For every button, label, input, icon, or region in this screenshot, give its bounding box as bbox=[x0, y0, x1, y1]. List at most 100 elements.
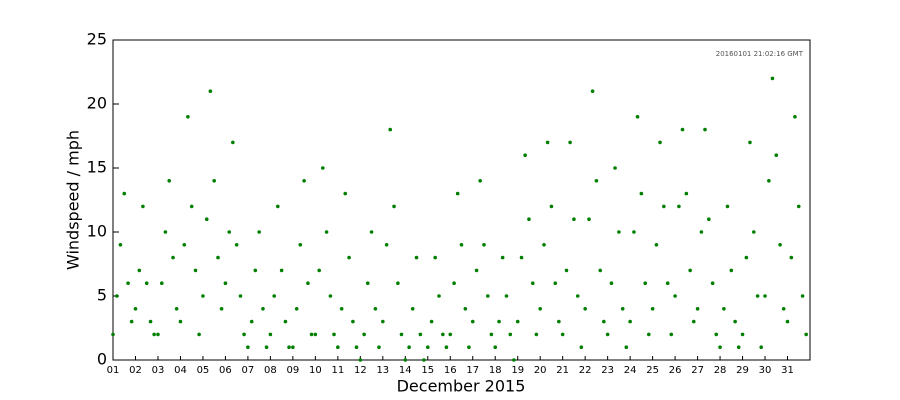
point bbox=[534, 332, 539, 337]
point bbox=[710, 281, 715, 286]
x-tick-label: 22 bbox=[579, 365, 592, 376]
y-tick-label: 10 bbox=[87, 222, 107, 241]
point bbox=[729, 268, 734, 273]
point bbox=[354, 345, 359, 350]
point bbox=[613, 166, 617, 170]
point bbox=[163, 230, 168, 234]
point bbox=[201, 294, 205, 298]
point bbox=[624, 345, 629, 350]
point bbox=[126, 281, 130, 286]
point bbox=[272, 294, 277, 298]
point bbox=[283, 319, 288, 324]
point bbox=[347, 255, 351, 260]
point bbox=[133, 307, 138, 311]
point bbox=[298, 243, 303, 247]
point bbox=[369, 230, 374, 234]
point bbox=[264, 345, 269, 350]
x-tick-label: 12 bbox=[354, 365, 367, 376]
point bbox=[718, 345, 722, 350]
point bbox=[455, 191, 460, 196]
point bbox=[182, 243, 187, 247]
y-tick-label: 20 bbox=[87, 94, 107, 113]
point bbox=[486, 294, 490, 298]
point bbox=[174, 307, 179, 311]
y-tick-label: 0 bbox=[97, 350, 107, 369]
point bbox=[324, 230, 329, 234]
point bbox=[557, 319, 561, 324]
point bbox=[144, 281, 149, 286]
point bbox=[527, 217, 531, 221]
point bbox=[751, 230, 756, 234]
point bbox=[137, 268, 142, 273]
x-tick-label: 08 bbox=[264, 365, 277, 376]
point bbox=[178, 319, 183, 324]
point bbox=[414, 255, 419, 260]
plot-frame bbox=[112, 39, 811, 361]
point bbox=[654, 243, 659, 247]
point bbox=[287, 345, 291, 350]
point bbox=[512, 358, 516, 362]
point bbox=[673, 294, 677, 298]
point bbox=[216, 255, 220, 260]
point bbox=[238, 294, 243, 298]
point bbox=[482, 243, 486, 247]
x-tick-label: 06 bbox=[219, 365, 232, 376]
point bbox=[448, 332, 453, 337]
point bbox=[246, 345, 250, 350]
point bbox=[605, 332, 610, 337]
point bbox=[204, 217, 209, 221]
point bbox=[351, 319, 355, 324]
point bbox=[515, 319, 520, 324]
point bbox=[489, 332, 494, 337]
point bbox=[504, 294, 509, 298]
y-tick-label: 25 bbox=[87, 30, 107, 49]
point bbox=[497, 319, 501, 324]
x-axis-label: December 2015 bbox=[397, 377, 526, 396]
point bbox=[744, 255, 749, 260]
point bbox=[684, 191, 689, 196]
x-tick-label: 30 bbox=[759, 365, 772, 376]
point bbox=[680, 127, 685, 132]
point bbox=[639, 191, 644, 196]
point bbox=[141, 204, 145, 209]
point bbox=[733, 319, 737, 324]
point bbox=[186, 115, 190, 119]
point bbox=[253, 268, 258, 273]
x-tick-label: 11 bbox=[331, 365, 344, 376]
x-tick-label: 23 bbox=[601, 365, 614, 376]
point bbox=[770, 76, 775, 81]
point bbox=[279, 268, 284, 273]
point bbox=[381, 319, 385, 324]
y-tick-label: 15 bbox=[87, 158, 107, 177]
point bbox=[677, 204, 681, 209]
point bbox=[320, 166, 325, 170]
x-tick-label: 18 bbox=[489, 365, 502, 376]
x-tick-label: 28 bbox=[714, 365, 727, 376]
point bbox=[722, 307, 726, 311]
x-tick-label: 15 bbox=[421, 365, 434, 376]
point bbox=[373, 307, 378, 311]
point bbox=[628, 319, 632, 324]
timestamp: 20160101 21:02:16 GMT bbox=[716, 50, 804, 58]
point bbox=[545, 140, 550, 145]
point bbox=[587, 217, 591, 221]
point bbox=[662, 204, 666, 209]
point bbox=[189, 204, 194, 209]
x-tick-label: 05 bbox=[197, 365, 210, 376]
point bbox=[778, 243, 782, 247]
point bbox=[804, 332, 808, 337]
point bbox=[594, 179, 599, 183]
x-tick-label: 29 bbox=[736, 365, 749, 376]
x-tick-label: 02 bbox=[129, 365, 142, 376]
x-tick-label: 20 bbox=[534, 365, 547, 376]
x-tick-label: 24 bbox=[624, 365, 637, 376]
point bbox=[579, 345, 584, 350]
point bbox=[748, 140, 752, 145]
point bbox=[212, 179, 216, 183]
point bbox=[167, 179, 172, 183]
point bbox=[129, 319, 134, 324]
point bbox=[767, 179, 771, 183]
point bbox=[800, 294, 805, 298]
x-tick-label: 14 bbox=[399, 365, 412, 376]
